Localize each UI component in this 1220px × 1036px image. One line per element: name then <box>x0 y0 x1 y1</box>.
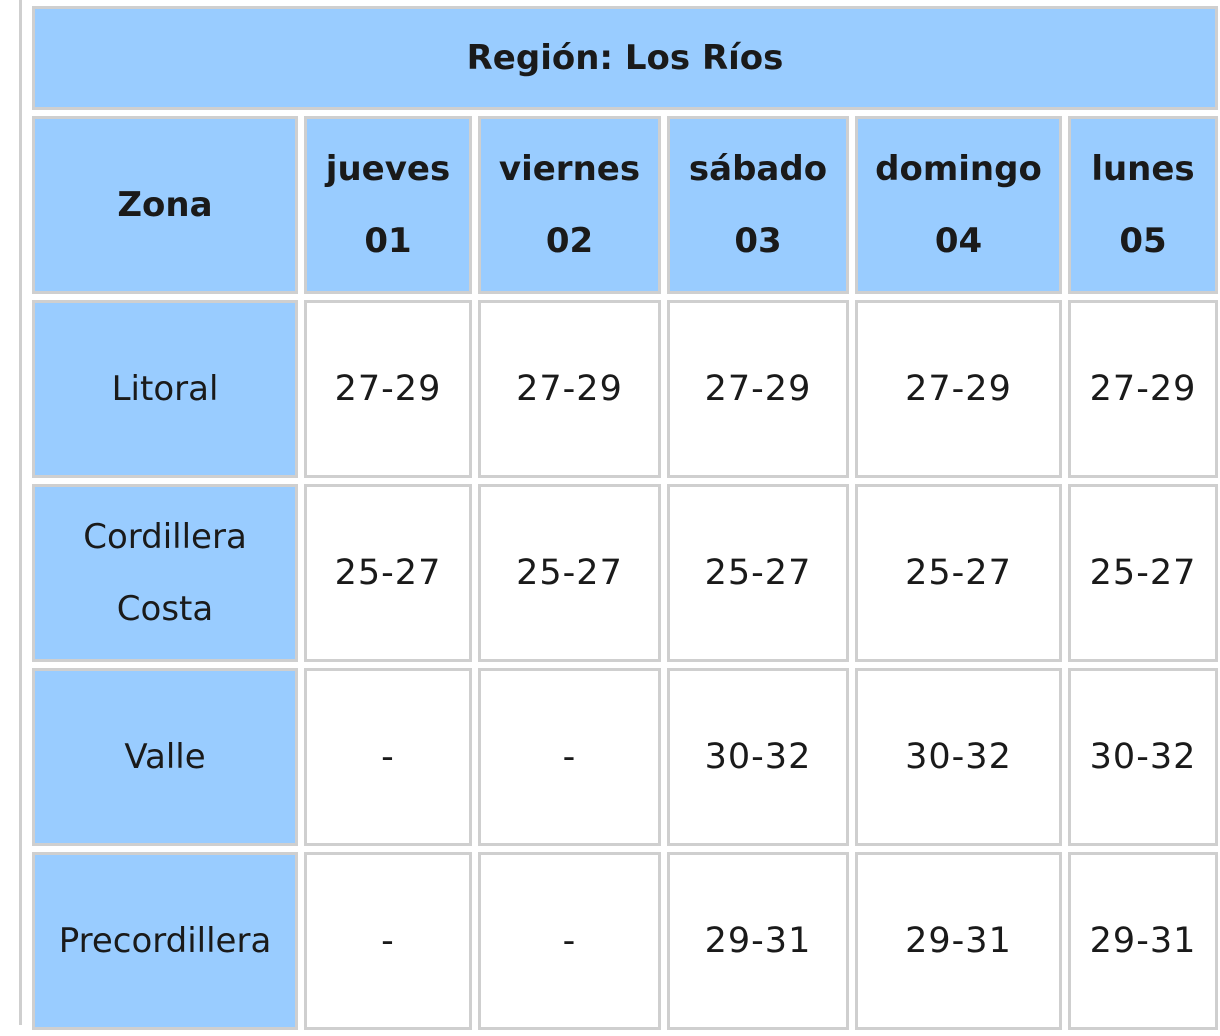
day-name: viernes <box>498 149 641 189</box>
temperature-table: Región: Los Ríos Zona jueves 01 viernes … <box>26 0 1220 1036</box>
temperature-cell: 27-29 <box>304 300 472 478</box>
temperature-cell: 27-29 <box>1068 300 1219 478</box>
temperature-cell: 25-27 <box>478 484 661 662</box>
zone-name-line: Valle <box>124 737 206 777</box>
region-title: Región: Los Ríos <box>32 6 1219 110</box>
temperature-cell: 30-32 <box>667 668 849 846</box>
header-row: Zona jueves 01 viernes 02 sábado 03 domi… <box>32 116 1219 294</box>
zone-name: Precordillera <box>32 852 298 1030</box>
day-name: sábado <box>688 149 828 189</box>
day-date: 01 <box>364 221 412 261</box>
day-header: sábado 03 <box>667 116 849 294</box>
temperature-cell: 25-27 <box>1068 484 1219 662</box>
day-header: domingo 04 <box>855 116 1062 294</box>
temperature-cell: 25-27 <box>855 484 1062 662</box>
temperature-cell: - <box>304 668 472 846</box>
day-header: lunes 05 <box>1068 116 1219 294</box>
zone-name-line: Costa <box>116 589 214 629</box>
temperature-cell: 29-31 <box>667 852 849 1030</box>
day-date: 02 <box>545 221 594 261</box>
day-name: lunes <box>1091 149 1195 189</box>
temperature-cell: - <box>478 668 661 846</box>
day-header: jueves 01 <box>304 116 472 294</box>
day-name: jueves <box>325 149 451 189</box>
temperature-cell: - <box>304 852 472 1030</box>
table-row: Cordillera Costa 25-27 25-27 25-27 25-27… <box>32 484 1219 662</box>
temperature-cell: 25-27 <box>667 484 849 662</box>
temperature-cell: 29-31 <box>855 852 1062 1030</box>
zone-header: Zona <box>32 116 298 294</box>
temperature-cell: 25-27 <box>304 484 472 662</box>
day-date: 05 <box>1119 221 1167 261</box>
zone-name: Valle <box>32 668 298 846</box>
temperature-cell: 27-29 <box>478 300 661 478</box>
temperature-cell: 27-29 <box>667 300 849 478</box>
page-left-border <box>19 0 22 1025</box>
temperature-cell: - <box>478 852 661 1030</box>
zone-name-line: Cordillera <box>83 517 247 557</box>
zone-name-line: Precordillera <box>58 921 272 961</box>
day-date: 04 <box>934 221 983 261</box>
temperature-cell: 27-29 <box>855 300 1062 478</box>
table-row: Litoral 27-29 27-29 27-29 27-29 27-29 <box>32 300 1219 478</box>
zone-name: Litoral <box>32 300 298 478</box>
temperature-cell: 30-32 <box>1068 668 1219 846</box>
zone-name: Cordillera Costa <box>32 484 298 662</box>
day-date: 03 <box>734 221 782 261</box>
temperature-cell: 29-31 <box>1068 852 1219 1030</box>
table-row: Precordillera - - 29-31 29-31 29-31 <box>32 852 1219 1030</box>
day-header: viernes 02 <box>478 116 661 294</box>
temperature-cell: 30-32 <box>855 668 1062 846</box>
table-row: Valle - - 30-32 30-32 30-32 <box>32 668 1219 846</box>
zone-name-line: Litoral <box>111 369 219 409</box>
day-name: domingo <box>875 149 1042 189</box>
